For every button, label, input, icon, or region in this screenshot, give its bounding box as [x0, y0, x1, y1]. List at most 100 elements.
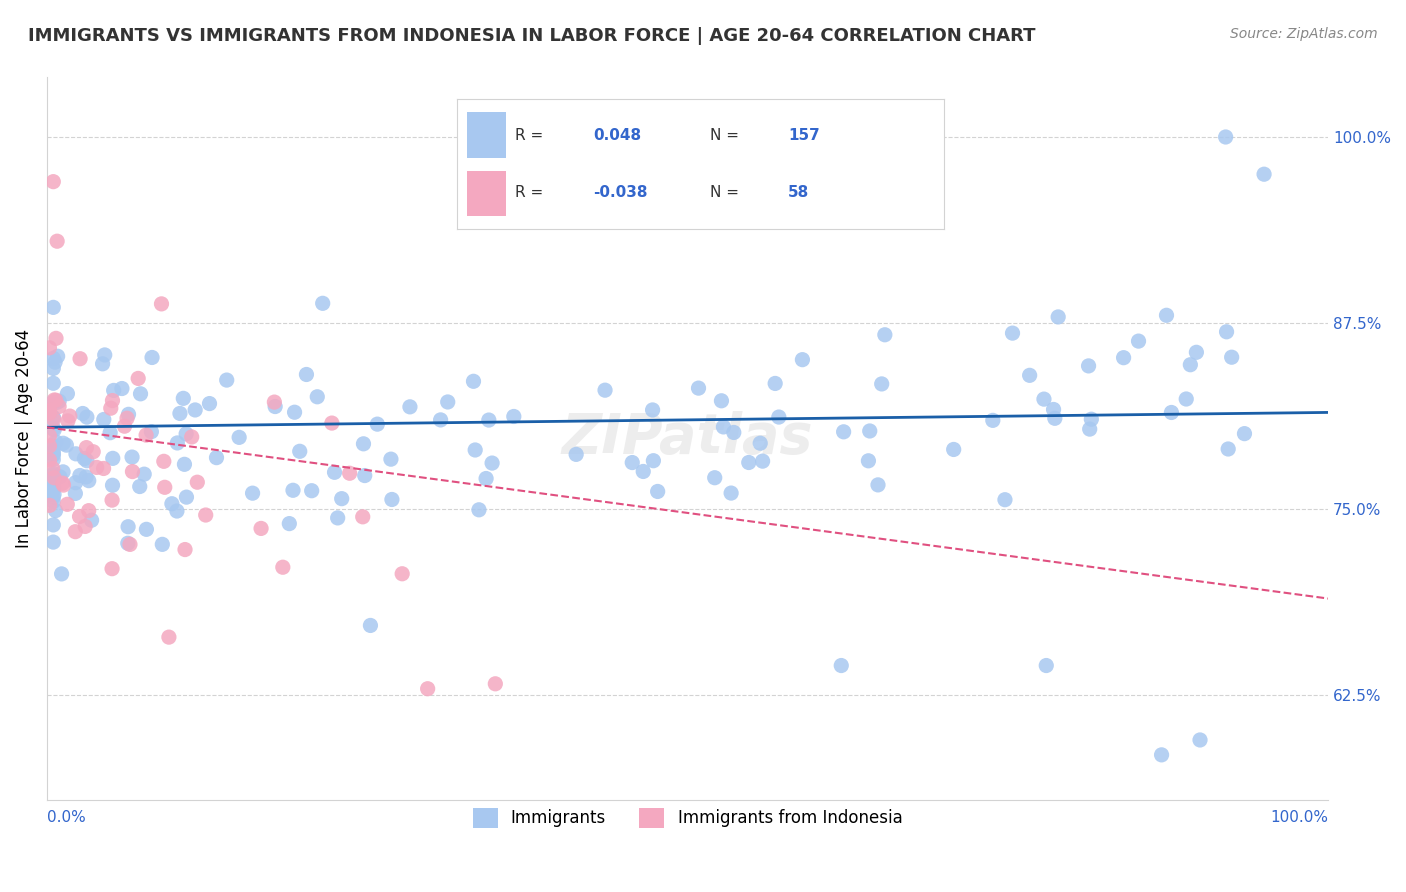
Point	[321, 416, 343, 430]
Point	[65, 475, 87, 490]
Point	[565, 447, 588, 461]
Point	[42, 452, 65, 467]
Point	[242, 486, 264, 500]
Point	[38, 403, 60, 417]
Point	[284, 405, 307, 419]
Point	[380, 452, 402, 467]
Point	[48, 394, 70, 409]
Point	[176, 490, 198, 504]
Point	[93, 348, 115, 362]
Point	[56, 497, 79, 511]
Point	[751, 454, 773, 468]
Text: 100.0%: 100.0%	[1270, 810, 1329, 825]
Point	[593, 383, 616, 397]
Point	[127, 371, 149, 385]
Point	[135, 522, 157, 536]
Point	[42, 395, 65, 409]
Point	[768, 410, 790, 425]
Point	[1156, 308, 1178, 322]
Point	[1175, 392, 1198, 406]
Point	[832, 425, 855, 439]
Point	[52, 476, 75, 491]
Point	[42, 467, 65, 481]
Point	[1220, 350, 1243, 364]
Point	[117, 408, 139, 422]
Point	[198, 396, 221, 410]
Text: Source: ZipAtlas.com: Source: ZipAtlas.com	[1230, 27, 1378, 41]
Point	[353, 437, 375, 451]
Point	[468, 503, 491, 517]
Point	[42, 471, 65, 485]
Point	[160, 497, 183, 511]
Point	[42, 351, 65, 366]
Point	[870, 376, 893, 391]
Point	[194, 508, 217, 522]
Point	[42, 410, 65, 425]
Point	[135, 428, 157, 442]
Point	[42, 175, 65, 189]
Point	[288, 444, 311, 458]
Point	[205, 450, 228, 465]
Point	[271, 560, 294, 574]
Point	[77, 474, 100, 488]
Point	[59, 409, 82, 423]
Point	[114, 419, 136, 434]
Point	[46, 349, 69, 363]
Point	[647, 484, 669, 499]
Point	[134, 467, 156, 482]
Point	[1218, 442, 1240, 456]
Point	[792, 352, 814, 367]
Point	[93, 412, 115, 426]
Point	[1077, 359, 1099, 373]
Point	[45, 434, 67, 449]
Point	[44, 355, 66, 369]
Point	[48, 400, 70, 414]
Point	[93, 461, 115, 475]
Point	[42, 480, 65, 494]
Point	[117, 536, 139, 550]
Point	[1001, 326, 1024, 340]
Point	[330, 491, 353, 506]
Point	[141, 425, 163, 439]
Point	[352, 509, 374, 524]
Point	[44, 423, 66, 437]
Point	[42, 376, 65, 391]
Point	[42, 468, 65, 483]
Point	[38, 407, 60, 421]
Point	[52, 478, 75, 492]
Point	[101, 451, 124, 466]
Point	[1033, 392, 1056, 406]
Point	[42, 361, 65, 376]
Point	[1215, 325, 1237, 339]
Point	[1188, 733, 1211, 747]
Point	[42, 535, 65, 549]
Text: 0.0%: 0.0%	[46, 810, 86, 825]
Point	[42, 483, 65, 497]
Point	[1215, 130, 1237, 145]
Point	[749, 436, 772, 450]
Point	[830, 658, 852, 673]
Point	[52, 436, 75, 450]
Point	[621, 456, 644, 470]
Point	[641, 403, 664, 417]
Point	[174, 542, 197, 557]
Point	[52, 465, 75, 479]
Point	[228, 430, 250, 444]
Point	[399, 400, 422, 414]
Point	[51, 566, 73, 581]
Point	[75, 441, 97, 455]
Text: IMMIGRANTS VS IMMIGRANTS FROM INDONESIA IN LABOR FORCE | AGE 20-64 CORRELATION C: IMMIGRANTS VS IMMIGRANTS FROM INDONESIA …	[28, 27, 1036, 45]
Point	[215, 373, 238, 387]
Point	[263, 395, 285, 409]
Point	[75, 519, 97, 533]
Text: ZIPatlas: ZIPatlas	[562, 411, 813, 466]
Point	[1150, 747, 1173, 762]
Point	[76, 454, 98, 468]
Point	[502, 409, 524, 424]
Point	[429, 413, 451, 427]
Point	[65, 447, 87, 461]
Point	[38, 341, 60, 355]
Point	[121, 450, 143, 464]
Point	[172, 392, 194, 406]
Point	[38, 439, 60, 453]
